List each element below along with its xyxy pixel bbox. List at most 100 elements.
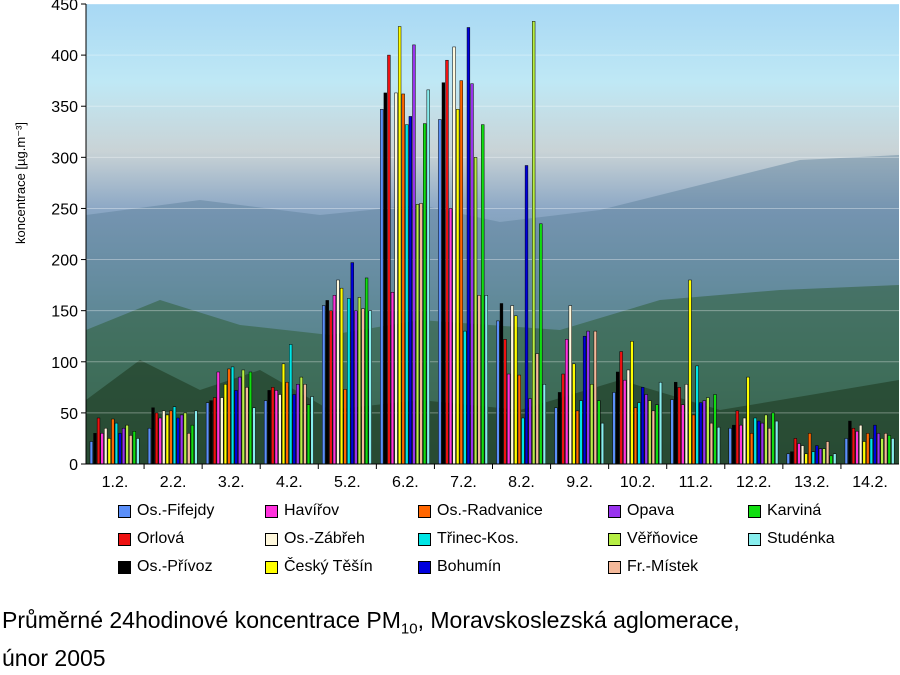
legend-label: Os.-Zábřeh	[284, 530, 365, 547]
bar	[390, 292, 395, 465]
legend-label: Opava	[627, 502, 675, 519]
bar	[329, 310, 333, 465]
bar	[535, 353, 539, 465]
bar	[615, 371, 620, 465]
bar	[132, 431, 136, 465]
bar	[299, 376, 304, 465]
bar	[619, 351, 623, 465]
bar	[205, 402, 210, 465]
bar	[815, 445, 819, 465]
bar	[771, 412, 775, 465]
bar	[869, 438, 873, 465]
bar	[129, 435, 133, 465]
bar	[626, 369, 630, 465]
bar	[709, 422, 714, 465]
legend-swatch	[748, 504, 761, 518]
bar	[354, 310, 358, 465]
bar	[169, 410, 173, 465]
bar	[310, 396, 314, 465]
bar	[147, 427, 152, 465]
gridlines	[86, 3, 899, 414]
bar	[582, 335, 587, 465]
bar-group	[554, 305, 605, 465]
bar	[241, 369, 245, 465]
bar	[100, 433, 104, 465]
legend-item: Os.-Přívoz	[118, 556, 213, 578]
bar	[565, 339, 569, 465]
y-tick-label: 200	[51, 253, 78, 270]
bar	[790, 451, 794, 465]
bar	[158, 417, 162, 465]
bar	[695, 365, 699, 465]
bar	[848, 420, 852, 465]
bar	[739, 424, 743, 465]
bar	[456, 109, 460, 465]
bar	[477, 295, 481, 465]
bar	[597, 400, 601, 465]
bar	[438, 119, 442, 465]
bar	[510, 305, 514, 465]
y-tick-label: 400	[51, 48, 78, 65]
bar	[866, 433, 870, 465]
bar	[481, 124, 485, 465]
bar	[473, 157, 478, 465]
bar	[542, 384, 547, 465]
bar	[767, 427, 772, 465]
x-tick-label: 7.2.	[450, 474, 477, 491]
bar	[125, 424, 129, 465]
bar	[561, 373, 565, 465]
x-tick-label: 2.2.	[160, 474, 187, 491]
bar	[452, 46, 456, 465]
bar	[213, 397, 217, 465]
bar	[775, 420, 779, 465]
legend-swatch	[748, 532, 761, 546]
chart: 0 50 100 150 200 250 300 350 400 450 1.2. 2.2. 3.2.…	[13, 0, 899, 491]
bar	[684, 384, 689, 465]
bar	[829, 455, 833, 465]
legend-label: Os.-Fifejdy	[137, 502, 215, 519]
bar	[713, 394, 717, 465]
bar	[873, 424, 877, 465]
bar	[521, 417, 525, 465]
x-tick-label: 3.2.	[218, 474, 245, 491]
bar	[760, 422, 764, 465]
bar	[325, 300, 329, 465]
bar	[281, 363, 286, 465]
bar	[154, 412, 159, 465]
bar	[797, 443, 801, 465]
bar	[183, 412, 187, 465]
bar	[818, 448, 823, 465]
bar	[361, 308, 365, 465]
bar	[855, 431, 859, 465]
bar	[332, 295, 337, 465]
bar	[691, 414, 696, 465]
bar	[426, 89, 430, 465]
bar	[248, 371, 253, 465]
bar	[753, 417, 757, 465]
y-tick-label: 0	[69, 457, 78, 474]
legend-label: Os.-Přívoz	[137, 558, 213, 575]
bar	[623, 379, 627, 465]
bar	[793, 438, 798, 465]
bar	[350, 262, 354, 465]
bar	[397, 26, 402, 465]
bar	[380, 109, 384, 465]
bar	[415, 204, 420, 465]
bar	[514, 315, 518, 465]
legend-swatch	[265, 560, 278, 574]
bar	[557, 392, 562, 465]
x-tick-label: 11.2.	[679, 474, 713, 491]
caption-text-end: , Moravskoslezská aglomerace,	[417, 607, 740, 633]
bar	[383, 92, 387, 465]
bar	[891, 438, 895, 465]
bar	[176, 417, 180, 465]
y-tick-label: 450	[51, 0, 78, 14]
bar	[303, 384, 307, 465]
bar	[681, 404, 685, 465]
legend-label: Třinec-Kos.	[437, 530, 519, 547]
bar	[532, 21, 536, 465]
legend-label: Bohumín	[437, 558, 502, 575]
bar-group	[205, 366, 256, 465]
y-tick-label: 300	[51, 150, 78, 167]
bar	[688, 279, 692, 465]
